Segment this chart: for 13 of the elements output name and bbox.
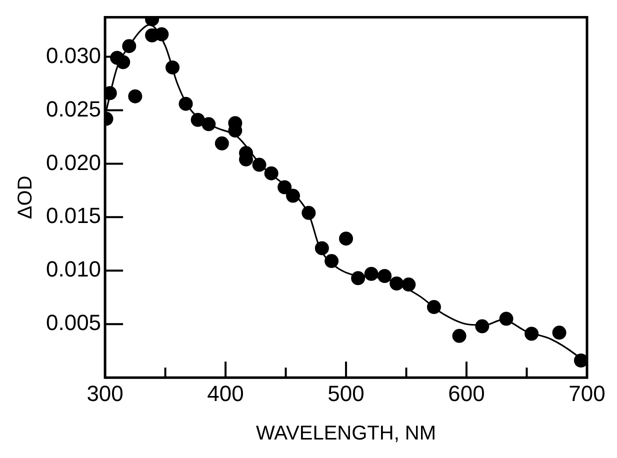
x-axis-title: WAVELENGTH, NM [256,422,436,445]
x-tick-label: 500 [328,380,364,406]
x-tick-label: 300 [86,380,124,406]
y-tick-label: 0.015 [46,203,102,228]
y-tick-label: 0.030 [46,42,102,68]
x-tick-label: 700 [568,380,606,406]
y-tick-label: 0.005 [46,310,102,336]
y-tick-label: 0.020 [46,150,102,175]
x-tick-label: 400 [207,380,244,406]
y-tick-label: 0.025 [46,96,102,122]
y-tick-label: 0.010 [46,256,102,282]
x-tick-label: 600 [448,380,485,406]
y-axis-title: ΔOD [14,176,37,220]
